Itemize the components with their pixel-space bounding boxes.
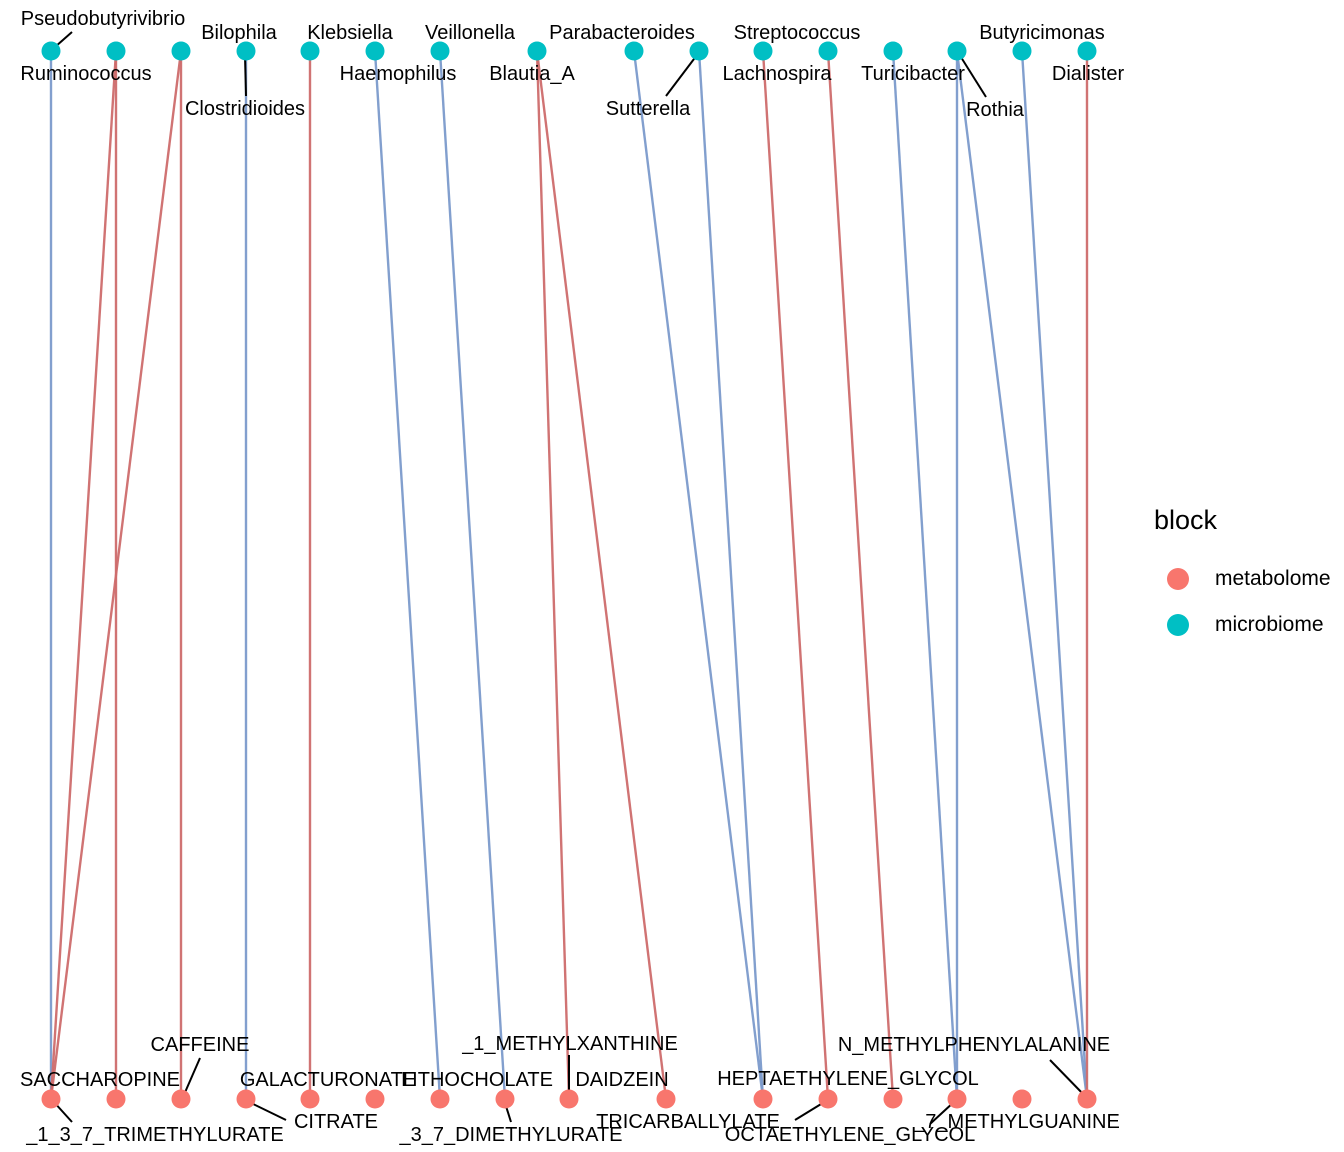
legend-label-metabolome: metabolome bbox=[1215, 567, 1331, 590]
edge-blautia_a-daidzein bbox=[535, 50, 668, 1100]
leader-n-methylphenylalanine bbox=[1049, 1059, 1087, 1098]
node-heptaethylene-glycol bbox=[818, 1089, 838, 1109]
node-blautia-a bbox=[527, 41, 547, 61]
legend-label-microbiome: microbiome bbox=[1215, 613, 1324, 636]
node-clostridioides bbox=[236, 41, 256, 61]
edge-lachnospira-heptaethylene-glycol bbox=[761, 50, 830, 1100]
node-lachnospira bbox=[753, 41, 773, 61]
node-n-methylphenylalanine bbox=[947, 1089, 967, 1109]
node-7-methylguanine bbox=[1077, 1089, 1097, 1109]
label-octaethylene-glycol: OCTAETHYLENE_GLYCOL bbox=[725, 1124, 975, 1146]
label-n-methylphenylalanine: N_METHYLPHENYLALANINE bbox=[838, 1034, 1110, 1056]
edge-sutterella-tricarballylate bbox=[632, 50, 765, 1100]
node-lithocholate bbox=[430, 1089, 450, 1109]
node-daidzein bbox=[656, 1089, 676, 1109]
edge-rothia-7-methylguanine bbox=[955, 50, 1089, 1100]
label-turicibacter: Turicibacter bbox=[861, 63, 965, 85]
label-rothia: Rothia bbox=[966, 99, 1025, 121]
label-sutterella: Sutterella bbox=[606, 98, 691, 120]
label-bilophila: Bilophila bbox=[201, 22, 277, 44]
edge-streptococcus-octaethylene-glycol bbox=[826, 50, 895, 1100]
node-metabolite-5 bbox=[365, 1089, 385, 1109]
leader-caffeine bbox=[182, 1057, 201, 1098]
node-parabacteroides bbox=[689, 41, 709, 61]
label-butyricimonas: Butyricimonas bbox=[979, 22, 1105, 44]
label-veillonella: Veillonella bbox=[425, 22, 516, 44]
label-1-3-7-trimethylurate: _1_3_7_TRIMETHYLURATE bbox=[25, 1124, 284, 1146]
legend: block metabolome microbiome bbox=[1154, 505, 1344, 648]
node-butyricimonas bbox=[1012, 41, 1032, 61]
label-lachnospira: Lachnospira bbox=[723, 63, 833, 85]
edge-butyricimonas-7-methylguanine bbox=[1020, 50, 1089, 1100]
leader-sutterella bbox=[665, 54, 698, 97]
label-clostridioides: Clostridioides bbox=[185, 98, 305, 120]
edge-pseudobutyrivibrio-1-3-7-trimethylurate bbox=[49, 50, 118, 1100]
label-7-methylguanine: _7_METHYLGUANINE bbox=[913, 1111, 1120, 1133]
leader-clostridioides bbox=[244, 55, 247, 97]
legend-title: block bbox=[1154, 505, 1218, 535]
node-streptococcus bbox=[818, 41, 838, 61]
label-pseudobutyrivibrio: Pseudobutyrivibrio bbox=[21, 8, 186, 30]
edge-veillonella-3-7-dimethylurate bbox=[438, 50, 507, 1100]
node-tricarballylate bbox=[753, 1089, 773, 1109]
node-octaethylene-glycol bbox=[883, 1089, 903, 1109]
node-1-methylxanthine bbox=[559, 1089, 579, 1109]
label-1-methylxanthine: _1_METHYLXANTHINE bbox=[461, 1033, 678, 1055]
edge-parabacteroides-tricarballylate bbox=[697, 50, 765, 1100]
node-3-7-dimethylurate bbox=[495, 1089, 515, 1109]
node-ruminococcus bbox=[41, 41, 61, 61]
edge-blautia_a-1-methylxanthine bbox=[535, 50, 571, 1100]
edge-haemophilus-lithocholate bbox=[373, 50, 442, 1100]
label-saccharopine: SACCHAROPINE bbox=[20, 1069, 180, 1091]
leader-rothia bbox=[958, 53, 987, 98]
node-dialister bbox=[1077, 41, 1097, 61]
node-saccharopine bbox=[106, 1089, 126, 1109]
leader-line-layer bbox=[52, 31, 1087, 1125]
label-dialister: Dialister bbox=[1052, 63, 1125, 85]
node-citrate bbox=[236, 1089, 256, 1109]
legend-item-metabolome: metabolome bbox=[1154, 556, 1344, 602]
node-sutterella bbox=[624, 41, 644, 61]
label-blautia-a: Blautia_A bbox=[489, 63, 575, 85]
label-daidzein: DAIDZEIN bbox=[575, 1069, 668, 1091]
label-heptaethylene-glycol: HEPTAETHYLENE_GLYCOL bbox=[717, 1068, 979, 1090]
label-layer: Ruminococcus Pseudobutyrivibrio Bilophila C… bbox=[20, 8, 1124, 1146]
label-haemophilus: Haemophilus bbox=[340, 63, 457, 85]
label-parabacteroides: Parabacteroides bbox=[549, 22, 695, 44]
label-caffeine: CAFFEINE bbox=[151, 1034, 250, 1056]
node-bilophila bbox=[171, 41, 191, 61]
node-metabolite-14 bbox=[1012, 1089, 1032, 1109]
node-veillonella bbox=[430, 41, 450, 61]
edge-layer bbox=[49, 50, 1089, 1100]
leader-citrate bbox=[248, 1101, 287, 1121]
legend-item-microbiome: microbiome bbox=[1154, 602, 1344, 648]
label-galacturonate: GALACTURONATE bbox=[240, 1069, 416, 1091]
legend-key-metabolome bbox=[1167, 568, 1189, 590]
edge-bilophila-1-3-7-trimethylurate bbox=[49, 50, 183, 1100]
node-klebsiella bbox=[300, 41, 320, 61]
node-haemophilus bbox=[365, 41, 385, 61]
node-layer bbox=[41, 41, 1097, 1109]
label-tricarballylate: TRICARBALLYLATE bbox=[596, 1111, 780, 1133]
label-klebsiella: Klebsiella bbox=[307, 22, 393, 44]
edge-turicibacter-n-methylphenylalanine bbox=[891, 50, 959, 1100]
node-galacturonate bbox=[300, 1089, 320, 1109]
label-ruminococcus: Ruminococcus bbox=[20, 63, 151, 85]
label-lithocholate: LITHOCHOLATE bbox=[401, 1069, 553, 1091]
node-rothia bbox=[947, 41, 967, 61]
node-1-3-7-trimethylurate bbox=[41, 1089, 61, 1109]
legend-key-microbiome bbox=[1167, 614, 1189, 636]
label-citrate: CITRATE bbox=[294, 1111, 378, 1133]
node-turicibacter bbox=[883, 41, 903, 61]
label-3-7-dimethylurate: _3_7_DIMETHYLURATE bbox=[398, 1124, 622, 1146]
node-caffeine bbox=[171, 1089, 191, 1109]
label-streptococcus: Streptococcus bbox=[734, 22, 861, 44]
node-pseudobutyrivibrio bbox=[106, 41, 126, 61]
